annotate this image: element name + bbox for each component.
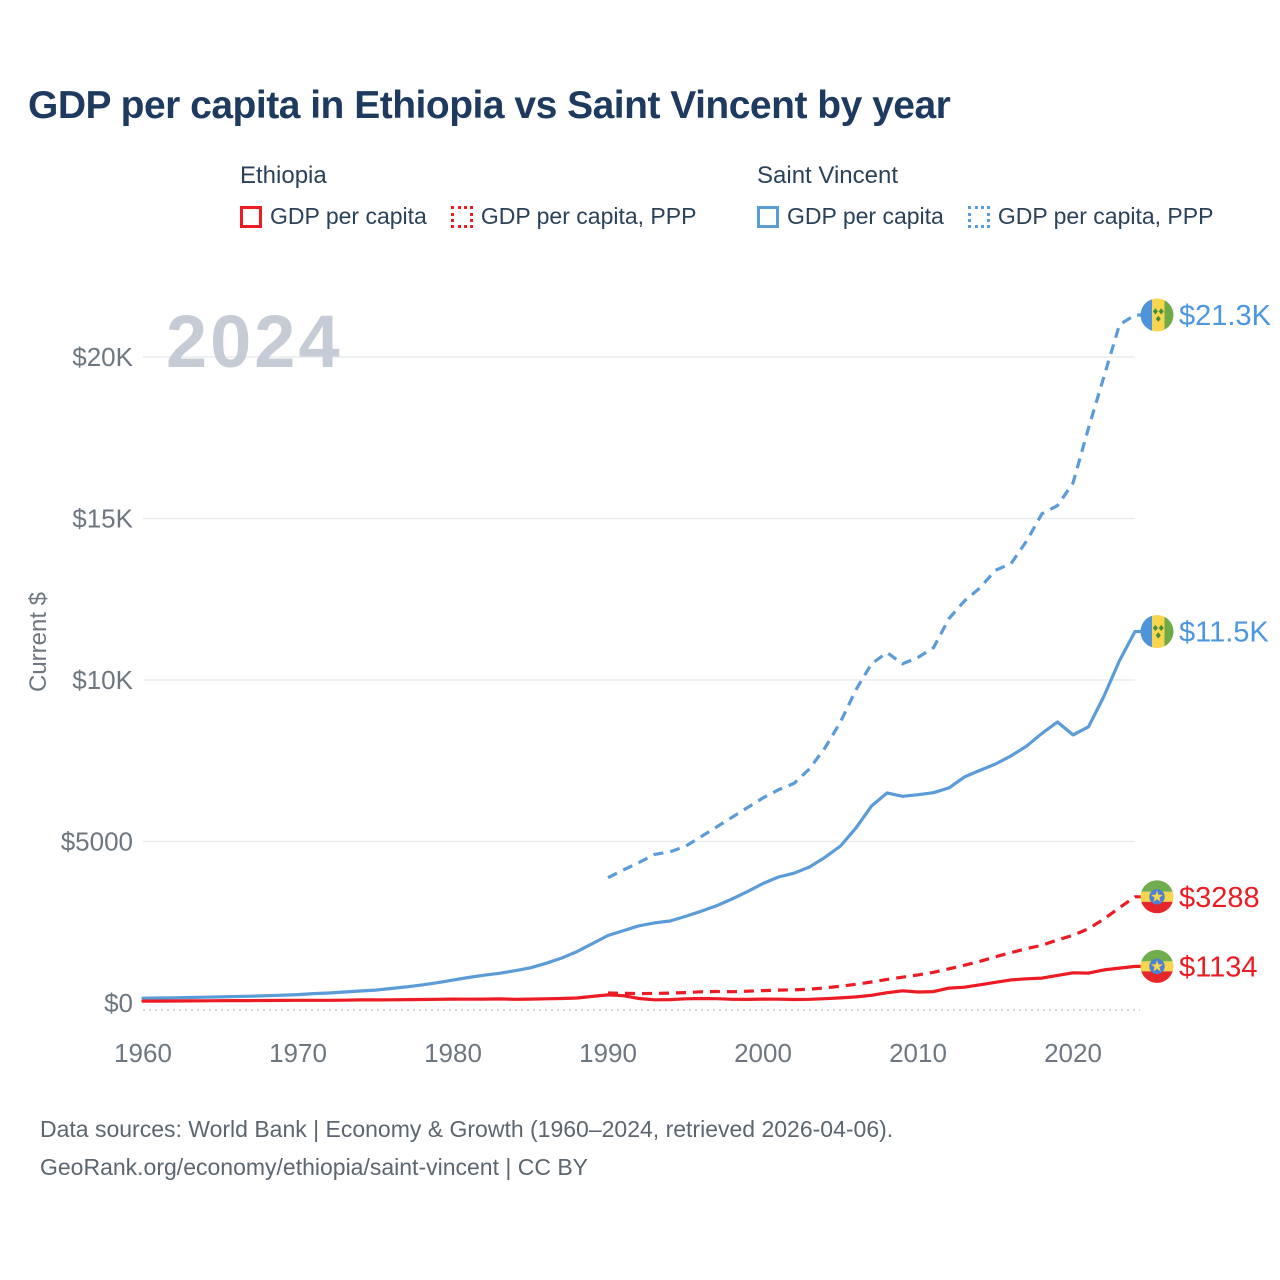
x-tick-label: 1960 bbox=[114, 1038, 172, 1068]
saint-vincent-flag-icon bbox=[1140, 615, 1174, 649]
y-tick-label: $0 bbox=[104, 988, 133, 1018]
ethiopia-flag-icon bbox=[1140, 880, 1174, 914]
saint-vincent-solid-line-swatch-icon bbox=[757, 205, 779, 228]
legend-item-label: GDP per capita bbox=[270, 203, 427, 229]
flag-diamond bbox=[1158, 624, 1164, 632]
x-tick-label: 2020 bbox=[1044, 1038, 1102, 1068]
ethiopia-solid-line-swatch-icon bbox=[240, 205, 262, 228]
legend-item-label: GDP per capita bbox=[787, 203, 944, 229]
watermark-year: 2024 bbox=[166, 300, 343, 383]
y-axis-title: Current $ bbox=[25, 592, 52, 692]
ethiopia-dotted-line-swatch-icon bbox=[450, 205, 473, 228]
flag-diamond bbox=[1152, 308, 1158, 315]
legend-item-ethiopia-gdp: GDP per capita bbox=[240, 203, 427, 230]
saint-vincent-flag-icon bbox=[1140, 298, 1174, 332]
saint-vincent-dotted-line-swatch-icon bbox=[967, 205, 990, 228]
legend-item-label: GDP per capita, PPP bbox=[997, 203, 1214, 229]
series-line-ethiopia bbox=[141, 964, 1143, 1003]
y-tick-label: $20K bbox=[72, 342, 133, 372]
legend-group-title: Saint Vincent bbox=[757, 162, 898, 189]
legend-row: GDP per capita GDP per capita, PPP bbox=[757, 203, 1213, 230]
ethiopia-flag-icon bbox=[1140, 949, 1174, 983]
legend-item-saint-vincent-gdp-ppp: GDP per capita, PPP bbox=[967, 203, 1214, 230]
x-tick-label: 2010 bbox=[889, 1038, 947, 1068]
y-tick-label: $5000 bbox=[61, 827, 133, 857]
series-line-saint-vincent bbox=[141, 629, 1143, 1000]
flag-diamond bbox=[1158, 308, 1164, 315]
chart-title: GDP per capita in Ethiopia vs Saint Vinc… bbox=[28, 84, 951, 127]
flag-diamond bbox=[1155, 315, 1161, 322]
legend-row: GDP per capita GDP per capita, PPP bbox=[240, 203, 696, 230]
legend-item-saint-vincent-gdp: GDP per capita bbox=[757, 203, 944, 230]
x-tick-label: 2000 bbox=[734, 1038, 792, 1068]
legend-group-title: Ethiopia bbox=[240, 162, 327, 189]
end-value-label: $1134 bbox=[1179, 951, 1258, 983]
legend-group-saint-vincent: Saint Vincent GDP per capita GDP per cap… bbox=[757, 162, 1213, 230]
x-tick-label: 1990 bbox=[579, 1038, 637, 1068]
series-line-ethiopia-ppp bbox=[607, 895, 1141, 996]
legend-group-ethiopia: Ethiopia GDP per capita GDP per capita, … bbox=[240, 162, 696, 230]
footer: Data sources: World Bank | Economy & Gro… bbox=[40, 1110, 893, 1186]
x-tick-label: 1980 bbox=[424, 1038, 482, 1068]
y-tick-label: $10K bbox=[72, 665, 133, 695]
end-value-label: $3288 bbox=[1179, 882, 1260, 914]
footer-attribution: GeoRank.org/economy/ethiopia/saint-vince… bbox=[40, 1154, 589, 1180]
legend-item-ethiopia-gdp-ppp: GDP per capita, PPP bbox=[450, 203, 697, 230]
end-value-label: $21.3K bbox=[1179, 300, 1272, 332]
x-tick-label: 1970 bbox=[269, 1038, 327, 1068]
series-line-saint-vincent-ppp bbox=[607, 313, 1141, 880]
y-tick-label: $15K bbox=[72, 504, 133, 534]
legend-item-label: GDP per capita, PPP bbox=[480, 203, 697, 229]
flag-diamond bbox=[1155, 632, 1161, 639]
footer-sources: Data sources: World Bank | Economy & Gro… bbox=[40, 1116, 894, 1142]
flag-diamond bbox=[1152, 624, 1158, 632]
end-value-label: $11.5K bbox=[1179, 617, 1269, 649]
